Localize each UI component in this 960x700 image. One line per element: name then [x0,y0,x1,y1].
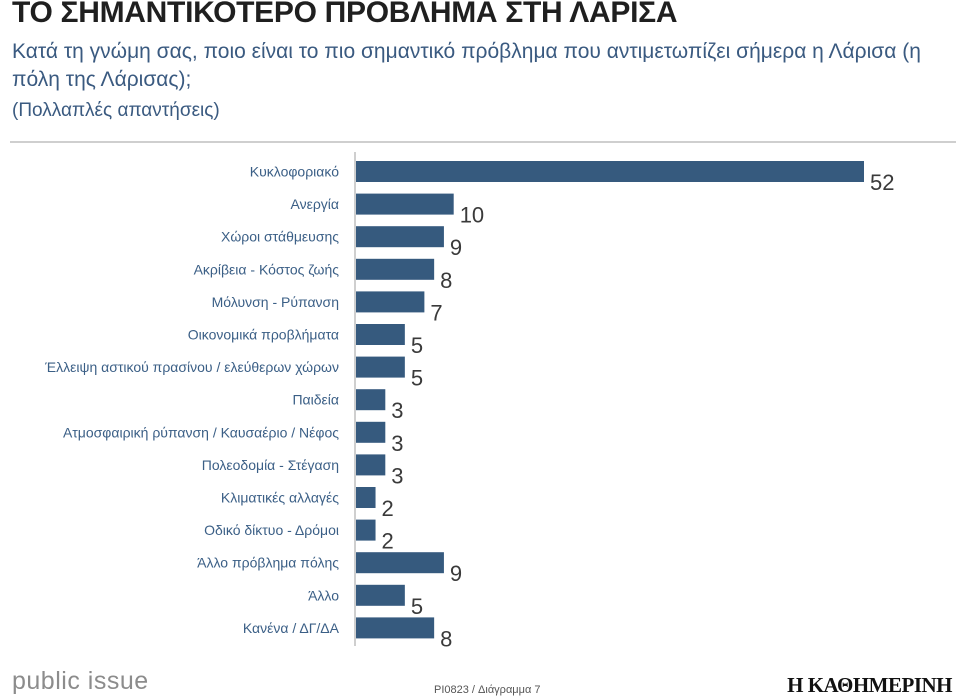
bar [356,161,864,182]
bar [356,552,444,574]
value-label: 8 [440,626,452,650]
value-label: 9 [450,235,462,260]
category-label: Έλλειψη αστικού πρασίνου / ελεύθερων χώρ… [44,359,339,375]
value-label: 52 [870,170,894,195]
category-label: Πολεοδομία - Στέγαση [202,457,339,473]
value-label: 2 [382,529,394,554]
value-label: 5 [411,366,423,391]
chart-question: Κατά τη γνώμη σας, ποιο είναι το πιο σημ… [12,40,921,91]
header-divider [10,141,956,143]
value-label: 8 [440,268,452,293]
category-label: Μόλυνση - Ρύπανση [212,294,339,310]
bar [356,421,386,443]
category-label: Άλλο πρόβλημα πόλης [197,555,339,571]
bar [356,487,376,508]
category-label: Ατμοσφαιρική ρύπανση / Καυσαέριο / Νέφος [63,424,339,440]
category-label: Παιδεία [292,392,339,408]
category-label: Άλλο [308,587,339,603]
bar [356,519,376,541]
category-label: Χώροι στάθμευσης [221,229,339,245]
bar [356,226,444,248]
bar [356,324,405,345]
category-label: Κανένα / ΔΓ/ΔΑ [243,620,340,636]
value-label: 2 [382,496,394,521]
value-label: 9 [450,561,462,586]
category-label: Κλιματικές αλλαγές [221,490,339,506]
category-label: Κυκλοφοριακό [250,164,339,180]
value-label: 3 [391,431,403,456]
bar [356,356,405,378]
value-label: 7 [430,300,442,325]
chart-note: (Πολλαπλές απαντήσεις) [12,100,220,121]
bar [356,258,435,280]
category-label: Οικονομικά προβλήματα [188,327,339,343]
chart-code: PI0823 / Διάγραμμα 7 [434,684,541,696]
value-label: 5 [411,333,423,358]
bar [356,193,454,215]
category-label: Ακρίβεια - Κόστος ζωής [194,261,340,277]
bar [356,389,386,411]
category-label: Οδικό δίκτυο - Δρόμοι [204,522,339,538]
value-label: 5 [411,594,423,619]
newspaper-logo: Η ΚΑΘΗΜΕΡΙΝΗ [787,673,952,697]
bar [356,617,435,639]
category-label: Ανεργία [291,196,340,212]
brand-logo: public issue [12,667,149,695]
bar [356,584,405,606]
value-label: 3 [391,463,403,488]
bar [356,291,425,313]
value-label: 10 [460,203,484,228]
bar [356,454,386,476]
chart-title: ΤΟ ΣΗΜΑΝΤΙΚΟΤΕΡΟ ΠΡΟΒΛΗΜΑ ΣΤΗ ΛΑΡΙΣΑ [12,0,678,29]
value-label: 3 [391,398,403,423]
